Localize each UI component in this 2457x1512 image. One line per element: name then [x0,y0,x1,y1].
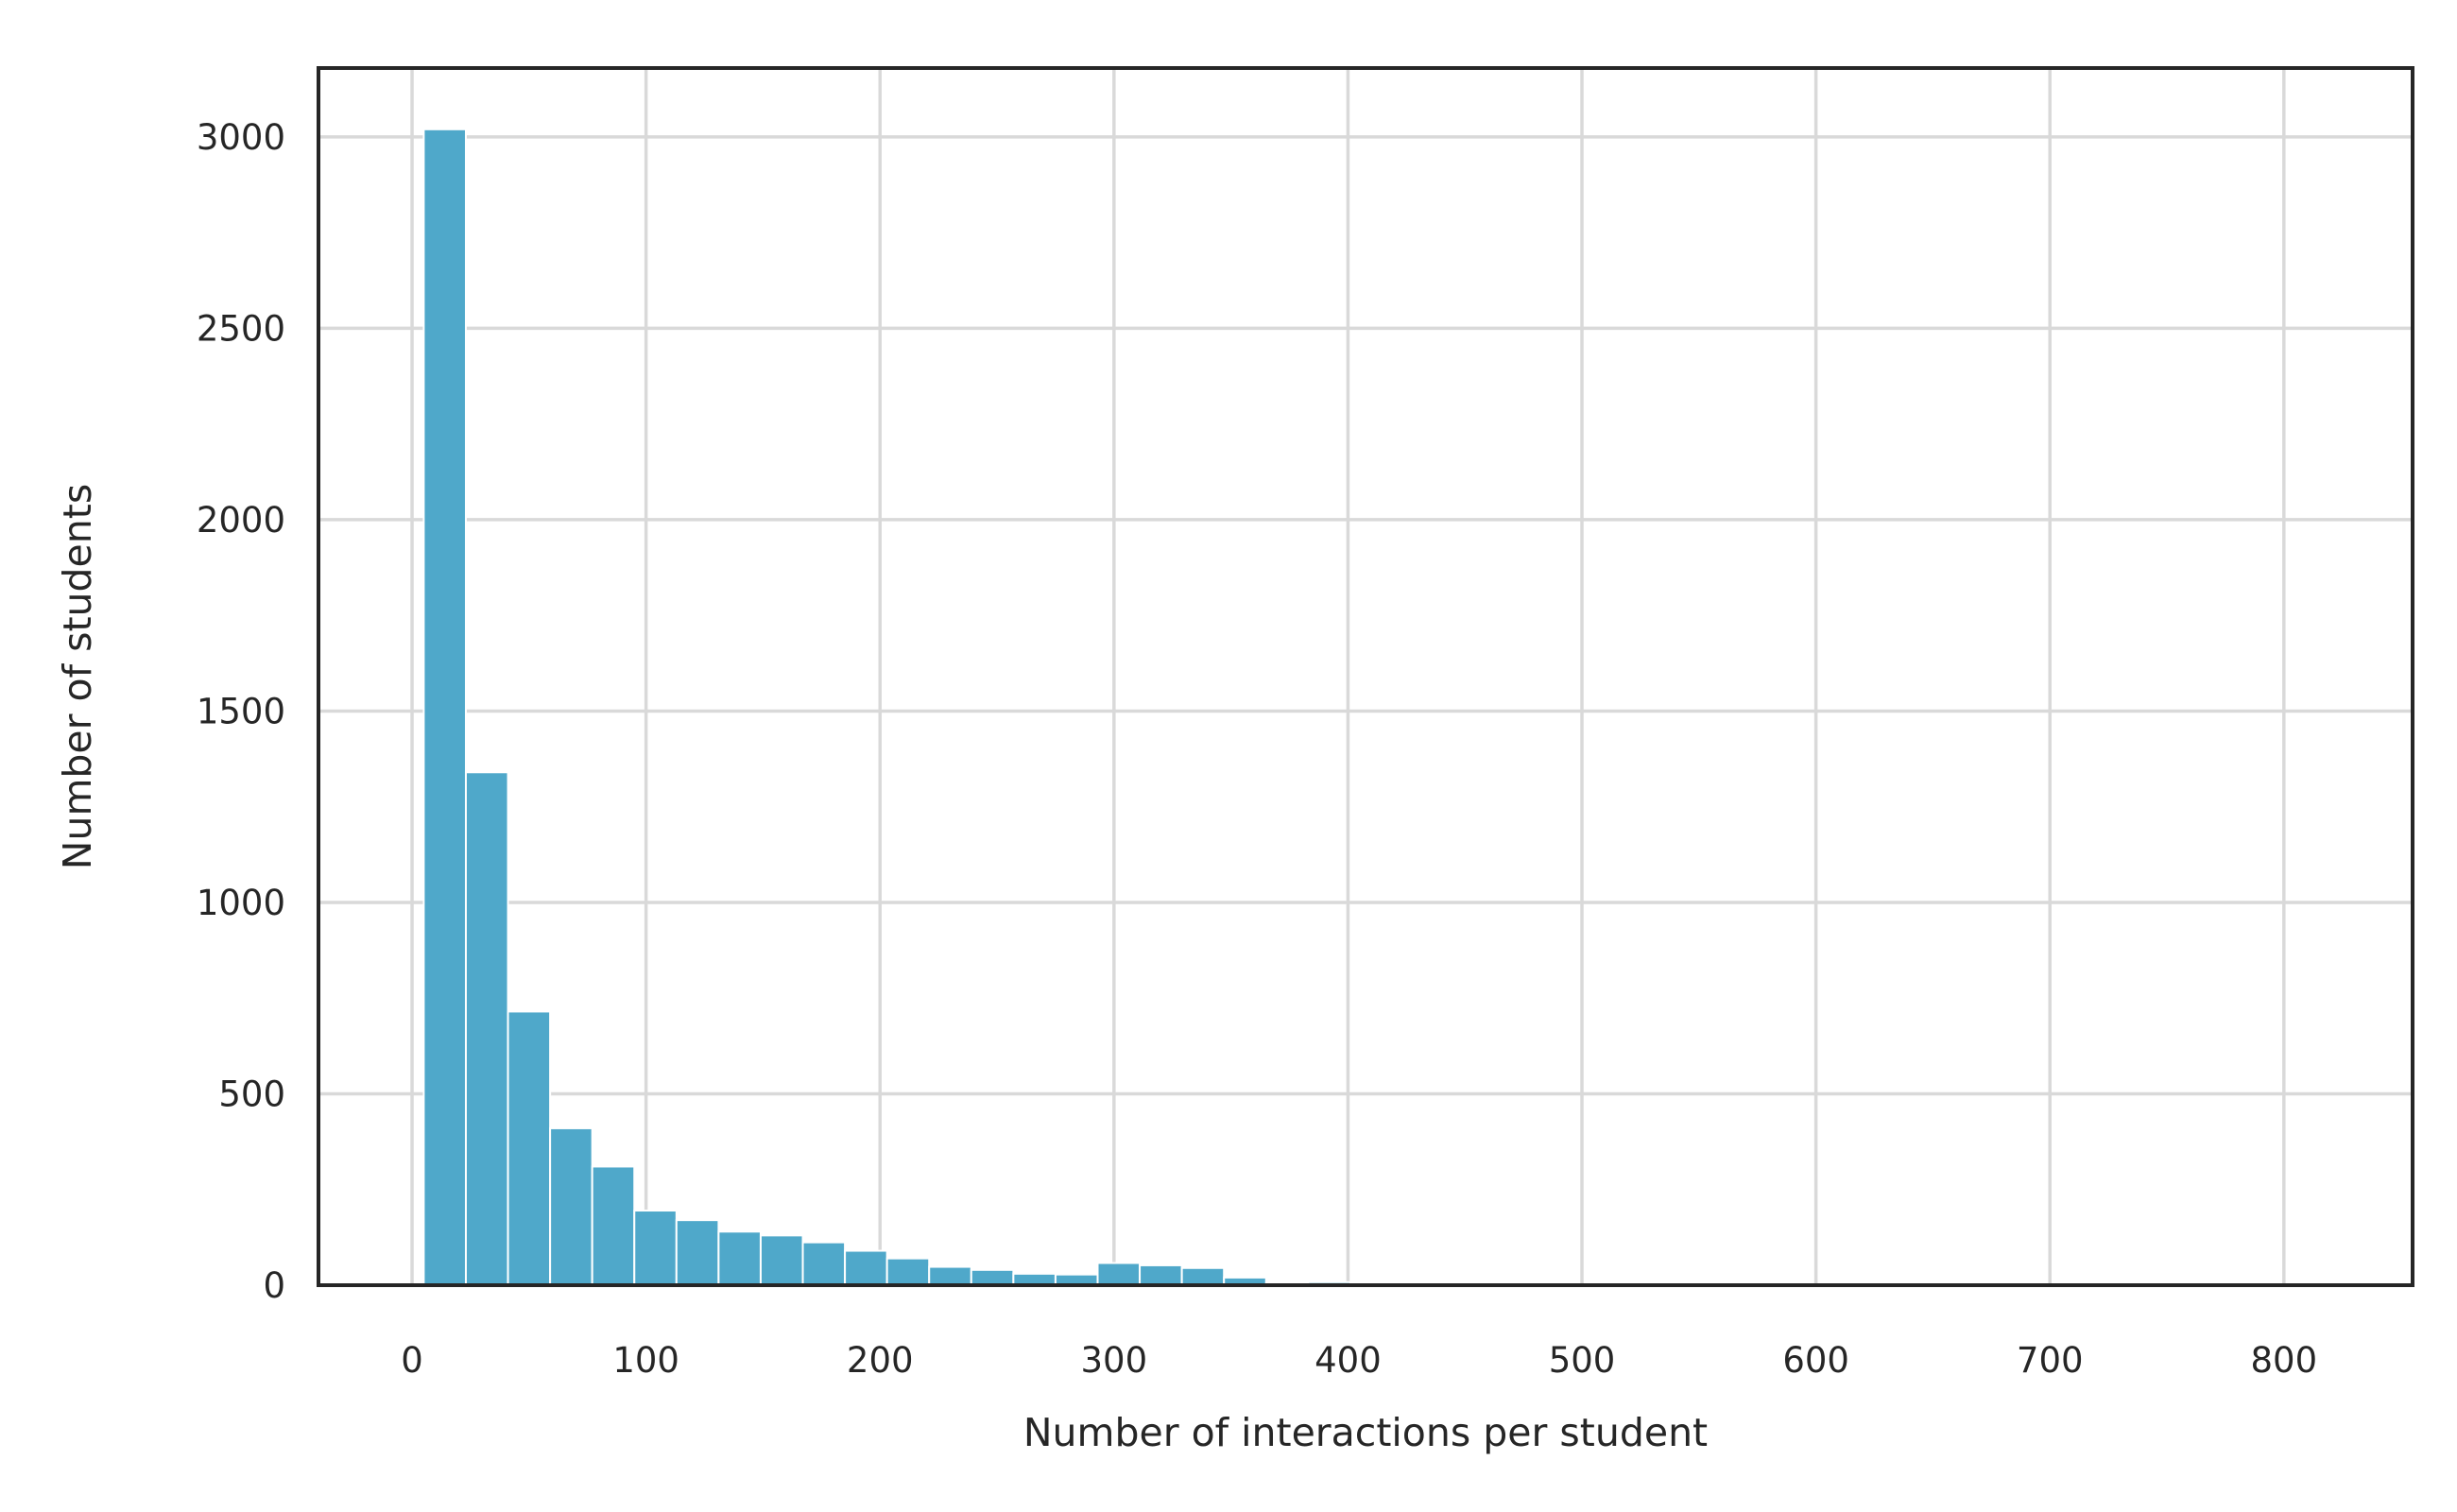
x-tick-label: 700 [2017,1340,2084,1381]
x-tick-labels: 0 100 200 300 400 500 600 700 800 [401,1340,2317,1381]
y-tick-labels: 0 500 1000 1500 2000 2500 3000 [197,117,285,1306]
histogram-bar [928,1265,972,1286]
y-tick-label: 500 [218,1074,285,1114]
bars-layer [422,128,1351,1287]
x-tick-label: 800 [2251,1340,2318,1381]
histogram-bar [885,1257,931,1287]
histogram-bar [1139,1263,1183,1286]
y-tick-label: 1000 [197,883,285,923]
histogram-bar [633,1210,678,1287]
histogram-bar [464,771,509,1286]
histogram-bar [717,1230,762,1287]
y-axis-label: Number of students [55,484,100,869]
y-tick-label: 0 [263,1265,285,1306]
histogram-bar [801,1241,847,1286]
histogram-bar [549,1126,593,1287]
histogram-bar [675,1219,720,1286]
histogram-bar [970,1268,1015,1286]
histogram-bar [591,1165,636,1287]
x-tick-label: 400 [1314,1340,1382,1381]
y-tick-label: 2000 [197,500,285,541]
histogram-bar [1096,1262,1142,1287]
x-tick-label: 100 [612,1340,679,1381]
y-tick-label: 1500 [197,691,285,731]
histogram-bar [507,1010,552,1286]
grid-layer [318,68,2413,1287]
histogram-bar [422,128,467,1286]
histogram-bar [1180,1266,1226,1286]
y-tick-label: 2500 [197,308,285,349]
x-tick-label: 500 [1549,1340,1616,1381]
histogram-bar [844,1249,888,1286]
x-tick-label: 600 [1782,1340,1849,1381]
histogram-bar [759,1234,804,1287]
x-tick-label: 200 [847,1340,914,1381]
y-tick-label: 3000 [197,117,285,158]
plot-border [317,66,2414,1287]
x-tick-label: 300 [1081,1340,1148,1381]
x-axis-label: Number of interactions per student [1023,1410,1708,1455]
x-tick-label: 0 [401,1340,423,1381]
